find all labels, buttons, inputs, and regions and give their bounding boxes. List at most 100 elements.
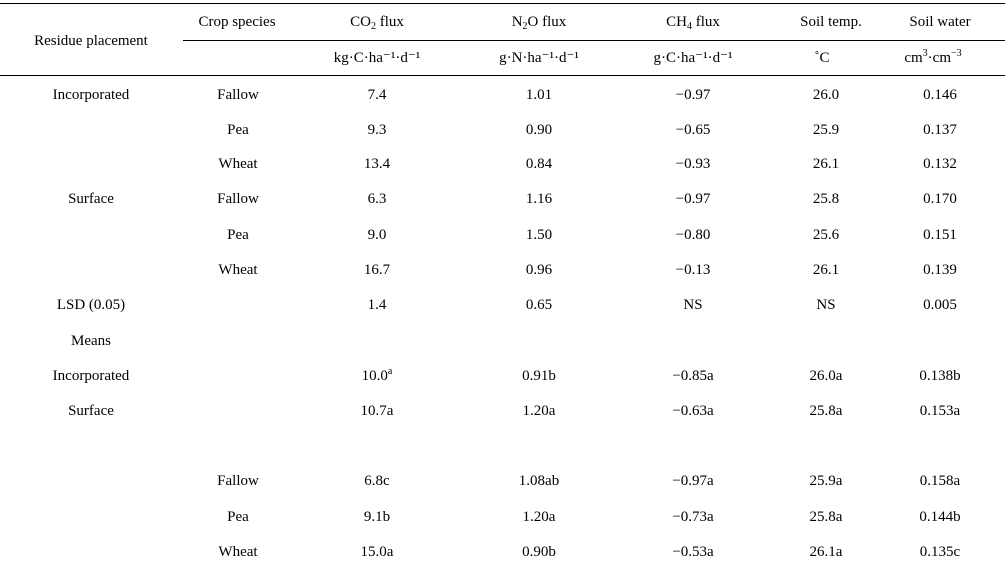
- cell-soil-water: 0.137: [923, 122, 957, 138]
- cell-soil-water: 0.153a: [919, 403, 961, 419]
- header-co2-sub: 2: [370, 21, 376, 32]
- header-ch4-text: CH: [666, 14, 687, 30]
- header-crop-species: Crop species: [198, 14, 276, 30]
- cell-soil-temp: NS: [816, 297, 836, 313]
- cell-n2o-flux: 0.65: [525, 297, 553, 313]
- unit-soil-water-b-sup: −3: [951, 48, 962, 59]
- cell-crop-species: Wheat: [218, 262, 258, 278]
- cell-soil-water: 0.139: [923, 262, 957, 278]
- header-soil-temp: Soil temp.: [800, 14, 862, 30]
- unit-soil-water-a-sup: 3: [922, 48, 928, 59]
- cell-ch4-flux: −0.93: [675, 156, 711, 172]
- cell-n2o-flux: 1.08ab: [518, 473, 560, 489]
- cell-soil-temp: 25.9: [812, 122, 840, 138]
- top-rule: [0, 3, 1005, 4]
- cell-co2-flux: 7.4: [367, 87, 387, 103]
- header-n2o-text: N: [511, 14, 523, 30]
- unit-soil-water-a: cm: [904, 50, 923, 66]
- cell-residue-placement: Surface: [68, 191, 114, 207]
- header-mid-rule: [183, 40, 1005, 41]
- cell-soil-temp: 26.1: [812, 156, 840, 172]
- cell-n2o-flux: 1.01: [525, 87, 553, 103]
- cell-soil-temp: 25.9a: [809, 473, 843, 489]
- cell-n2o-flux: 1.16: [525, 191, 553, 207]
- cell-co2-flux: 1.4: [367, 297, 387, 313]
- cell-ch4-flux: −0.97a: [672, 473, 714, 489]
- cell-co2-flux: 10.7a: [360, 403, 394, 419]
- header-ch4-sub: 4: [686, 21, 692, 32]
- cell-n2o-flux: 0.91b: [522, 368, 556, 384]
- cell-soil-temp: 26.1: [812, 262, 840, 278]
- cell-soil-water: 0.170: [923, 191, 957, 207]
- cell-n2o-flux: 1.20a: [522, 509, 556, 525]
- header-ch4-suffix: flux: [691, 14, 720, 30]
- cell-residue-placement: Incorporated: [52, 87, 130, 103]
- cell-soil-temp: 25.8a: [809, 509, 843, 525]
- cell-soil-water: 0.138b: [919, 368, 961, 384]
- cell-ch4-flux: −0.53a: [672, 544, 714, 560]
- cell-soil-temp: 25.8: [812, 191, 840, 207]
- cell-crop-species: Pea: [227, 509, 249, 525]
- cell-ch4-flux: −0.13: [675, 262, 711, 278]
- unit-soil-water-b: ·cm: [927, 50, 952, 66]
- header-ch4-flux: CH4 flux: [666, 13, 720, 32]
- header-co2-text: CO: [350, 14, 371, 30]
- cell-soil-water: 0.146: [923, 87, 957, 103]
- cell-n2o-flux: 0.90b: [522, 544, 556, 560]
- unit-ch4: g·C·ha⁻¹·d⁻¹: [653, 50, 733, 66]
- header-residue-placement: Residue placement: [34, 33, 148, 49]
- header-n2o-flux: N2O flux: [511, 13, 567, 32]
- cell-ch4-flux: −0.63a: [672, 403, 714, 419]
- cell-co2-flux: 6.8c: [364, 473, 390, 489]
- cell-soil-temp: 26.0: [812, 87, 840, 103]
- unit-soil-temp: ˚C: [814, 50, 830, 66]
- cell-co2-flux: 9.0: [367, 227, 387, 243]
- cell-soil-water: 0.132: [923, 156, 957, 172]
- header-soil-water: Soil water: [909, 14, 971, 30]
- cell-soil-water: 0.158a: [919, 473, 961, 489]
- cell-co2-flux: 6.3: [367, 191, 387, 207]
- cell-co2-flux: 10.0a: [362, 367, 393, 385]
- cell-n2o-flux: 1.50: [525, 227, 553, 243]
- cell-ch4-flux: −0.73a: [672, 509, 714, 525]
- cell-co2-flux: 16.7: [363, 262, 391, 278]
- cell-ch4-flux: −0.65: [675, 122, 711, 138]
- cell-co2-flux: 9.1b: [363, 509, 391, 525]
- footnote-marker: a: [387, 366, 393, 377]
- cell-ch4-flux: −0.97: [675, 87, 711, 103]
- header-n2o-suffix: O flux: [527, 14, 567, 30]
- cell-n2o-flux: 0.96: [525, 262, 553, 278]
- unit-soil-water: cm3·cm−3: [904, 49, 961, 67]
- cell-crop-species: Wheat: [218, 544, 258, 560]
- header-co2-flux: CO2 flux: [350, 13, 404, 32]
- unit-co2: kg·C·ha⁻¹·d⁻¹: [333, 50, 421, 66]
- cell-soil-temp: 26.0a: [809, 368, 843, 384]
- cell-crop-species: Pea: [227, 227, 249, 243]
- header-n2o-sub: 2: [522, 21, 528, 32]
- cell-ch4-flux: −0.85a: [672, 368, 714, 384]
- cell-crop-species: Wheat: [218, 156, 258, 172]
- cell-residue-placement: Incorporated: [52, 368, 130, 384]
- unit-n2o: g·N·ha⁻¹·d⁻¹: [499, 50, 579, 66]
- cell-residue-placement: Means: [71, 333, 111, 349]
- cell-ch4-flux: −0.97: [675, 191, 711, 207]
- cell-ch4-flux: −0.80: [675, 227, 711, 243]
- cell-ch4-flux: NS: [683, 297, 703, 313]
- cell-soil-water: 0.144b: [919, 509, 961, 525]
- cell-soil-temp: 25.6: [812, 227, 840, 243]
- cell-crop-species: Fallow: [217, 87, 259, 103]
- cell-residue-placement: LSD (0.05): [56, 297, 126, 313]
- cell-n2o-flux: 0.84: [525, 156, 553, 172]
- cell-n2o-flux: 0.90: [525, 122, 553, 138]
- cell-crop-species: Pea: [227, 122, 249, 138]
- cell-soil-temp: 26.1a: [809, 544, 843, 560]
- cell-n2o-flux: 1.20a: [522, 403, 556, 419]
- cell-co2-flux: 9.3: [367, 122, 387, 138]
- cell-crop-species: Fallow: [217, 191, 259, 207]
- cell-soil-water: 0.151: [923, 227, 957, 243]
- cell-co2-flux: 13.4: [363, 156, 391, 172]
- cell-soil-temp: 25.8a: [809, 403, 843, 419]
- cell-soil-water: 0.135c: [919, 544, 961, 560]
- cell-soil-water: 0.005: [923, 297, 957, 313]
